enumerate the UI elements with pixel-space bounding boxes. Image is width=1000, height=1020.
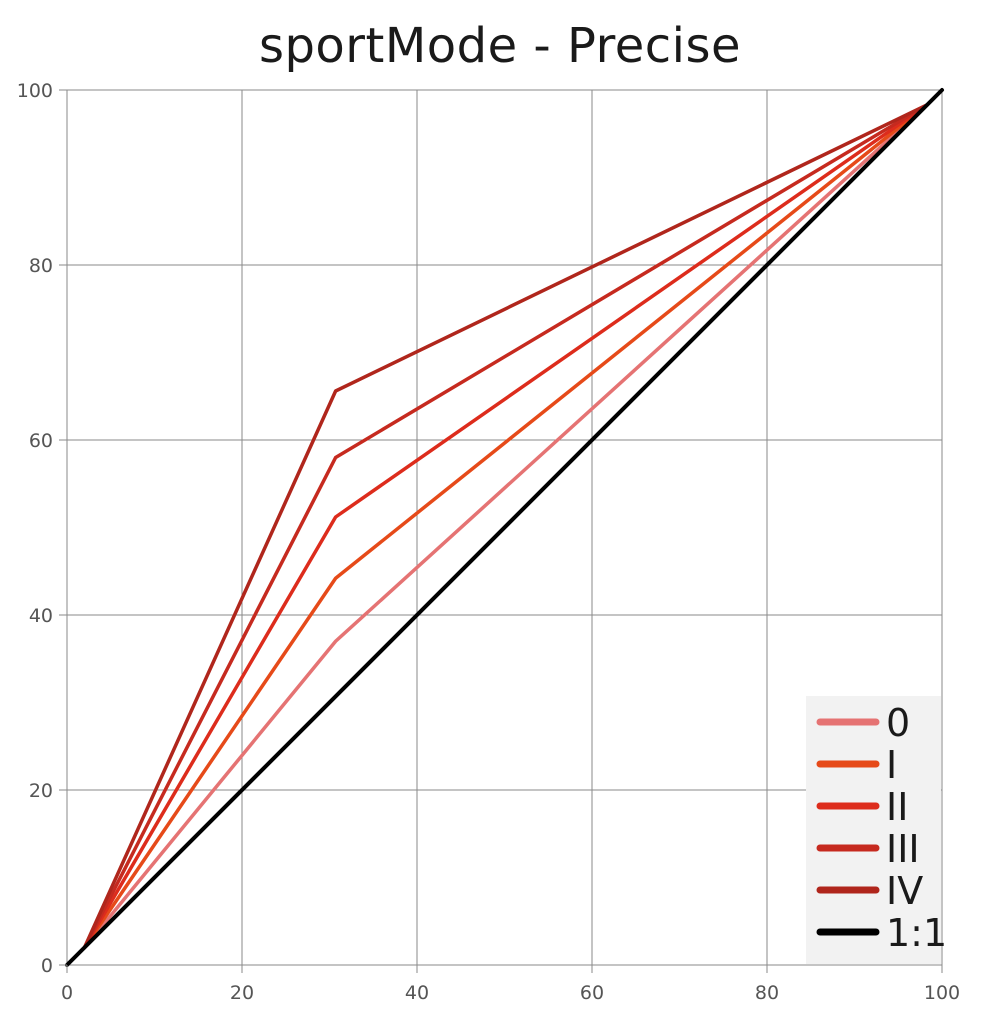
legend-label-0: 0 bbox=[886, 701, 910, 745]
x-tick-label: 0 bbox=[61, 982, 73, 1004]
x-tick-label: 20 bbox=[230, 982, 254, 1004]
legend-label-4: IV bbox=[886, 869, 923, 913]
series-layer bbox=[65, 88, 944, 967]
y-tick-label: 0 bbox=[41, 955, 53, 977]
x-tick-label: 100 bbox=[924, 982, 960, 1004]
x-tick-label: 40 bbox=[405, 982, 429, 1004]
series-line-1 bbox=[82, 103, 929, 950]
y-tick-label: 80 bbox=[29, 255, 53, 277]
x-tick-label: 60 bbox=[580, 982, 604, 1004]
y-tick-label: 60 bbox=[29, 430, 53, 452]
series-line-0 bbox=[82, 103, 929, 950]
legend-label-2: II bbox=[886, 785, 908, 829]
legend-label-3: III bbox=[886, 827, 920, 871]
series-line-5 bbox=[65, 88, 944, 967]
x-tick-label: 80 bbox=[755, 982, 779, 1004]
series-line-2 bbox=[82, 103, 929, 950]
y-tick-label: 40 bbox=[29, 605, 53, 627]
y-tick-label: 20 bbox=[29, 780, 53, 802]
axis-layer: 0 20 40 60 80 100 0 20 40 60 80 100 bbox=[17, 80, 960, 1004]
series-line-3 bbox=[82, 103, 929, 950]
legend-label-5: 1:1 bbox=[886, 911, 947, 955]
chart-title: sportMode - Precise bbox=[258, 18, 742, 74]
y-tick-label: 100 bbox=[17, 80, 53, 102]
legend-label-1: I bbox=[886, 743, 897, 787]
legend-box bbox=[806, 696, 941, 964]
series-line-4 bbox=[82, 103, 929, 950]
